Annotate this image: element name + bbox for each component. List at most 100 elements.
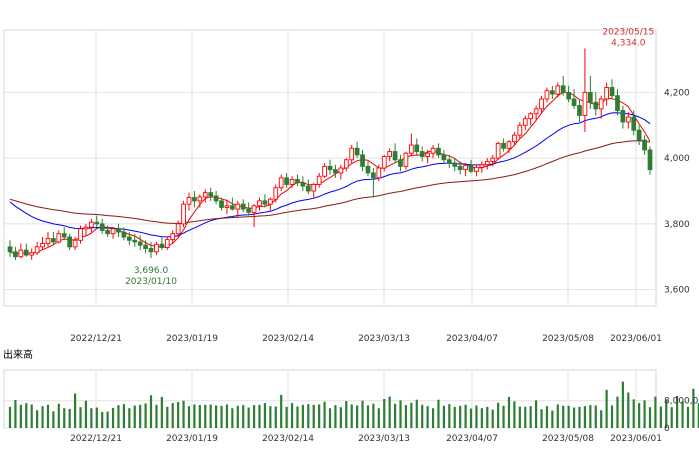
candle [615, 89, 620, 116]
volume-bar [513, 401, 516, 428]
candle-body [560, 85, 566, 93]
price-x-tick-label: 2023/02/14 [262, 334, 314, 344]
candle [132, 233, 138, 247]
candle-body [327, 165, 333, 171]
candle-body [197, 196, 203, 202]
candle-body [376, 167, 382, 179]
volume-bar [648, 407, 652, 428]
volume-bar [540, 409, 543, 428]
candle-body [316, 175, 322, 185]
low-date-annotation: 2023/01/10 [125, 277, 177, 287]
candle [29, 248, 35, 260]
candle [295, 174, 300, 187]
volume-bar [366, 405, 370, 428]
candle [436, 143, 441, 159]
candle-body [72, 239, 78, 248]
candle-body [631, 116, 637, 131]
candle [289, 176, 295, 188]
candle-body [208, 192, 214, 197]
candle [219, 197, 224, 211]
candle-body [441, 154, 447, 161]
volume-bar [692, 388, 695, 428]
volume-bar [372, 403, 375, 428]
volume-bar [681, 401, 684, 428]
volume-bar [198, 405, 201, 428]
volume-bar [312, 404, 315, 428]
volume-bar [269, 406, 272, 428]
candlestick-series [7, 48, 653, 260]
candle-body [289, 179, 295, 185]
volume-bar [204, 404, 207, 428]
candle-body [365, 165, 371, 174]
candle-body [582, 91, 588, 116]
candle [164, 237, 170, 251]
volume-bar [247, 407, 250, 428]
volume-bar [605, 389, 608, 428]
volume-bar [106, 411, 109, 428]
volume-bar [328, 408, 332, 428]
candle [240, 199, 246, 213]
candle [452, 158, 458, 172]
candle [582, 48, 588, 132]
volume-bar [149, 395, 153, 428]
candle-body [7, 246, 13, 253]
candle-body [419, 151, 425, 157]
candle [246, 202, 251, 216]
volume-bar [41, 406, 44, 428]
volume-bar [507, 396, 511, 428]
volume-bar [57, 403, 60, 428]
candle-body [457, 165, 463, 171]
candle [430, 145, 436, 159]
volume-bar [46, 404, 50, 428]
candle [550, 85, 555, 99]
volume-bar [404, 405, 408, 428]
volume-bar [393, 403, 397, 428]
volume-bar [350, 404, 353, 428]
candle-body [116, 228, 121, 233]
candle-body [45, 238, 51, 245]
volume-bar [551, 410, 554, 428]
high-value-annotation: 4,334.0 [611, 38, 646, 48]
candle-body [246, 208, 251, 213]
volume-bar [497, 402, 500, 428]
volume-bar [659, 406, 662, 428]
candle [403, 151, 409, 170]
volume-bar [524, 406, 527, 428]
candle [360, 149, 365, 172]
volume-x-tick-label: 2022/12/21 [70, 434, 122, 444]
volume-bar [572, 407, 576, 428]
volume-bar [68, 408, 71, 428]
candle-body [110, 228, 116, 235]
candle [278, 174, 284, 191]
volume-bar [90, 408, 93, 428]
price-x-tick-label: 2023/03/13 [358, 334, 410, 344]
candle-body [414, 144, 420, 153]
volume-bar [334, 405, 337, 428]
candle [300, 176, 306, 191]
volume-bar [236, 405, 239, 428]
candle-body [533, 108, 539, 115]
candle [495, 141, 501, 160]
volume-bar [166, 406, 169, 428]
volume-bar [133, 405, 136, 428]
price-x-tick-label: 2023/01/19 [166, 334, 218, 344]
candle [506, 140, 512, 154]
candle-body [620, 110, 626, 123]
volume-bar [307, 404, 310, 428]
volume-x-tick-label: 2023/03/13 [358, 434, 410, 444]
volume-bar [117, 405, 120, 428]
candle-body [604, 87, 609, 100]
candle [89, 218, 94, 233]
candle-body [23, 249, 29, 256]
candle [327, 159, 333, 175]
volume-bar [388, 396, 391, 428]
candle [490, 154, 496, 167]
volume-bar [415, 399, 418, 428]
volume-bar [193, 404, 196, 428]
volume-y-tick-label: 0 [664, 424, 670, 434]
price-y-tick-label: 3,800 [664, 220, 690, 230]
volume-x-axis: 2022/12/21 2023/01/19 2023/02/14 2023/03/13… [70, 434, 662, 444]
